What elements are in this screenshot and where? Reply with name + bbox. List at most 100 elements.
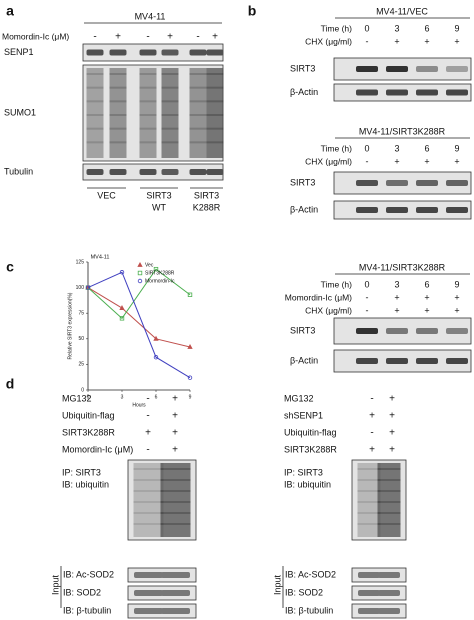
lane-value: 0 bbox=[364, 279, 369, 289]
marker bbox=[137, 261, 143, 267]
lane-value: + bbox=[454, 36, 459, 46]
row-label: CHX (μg/ml) bbox=[305, 36, 352, 46]
smear bbox=[161, 68, 179, 158]
blot-label: IB: SOD2 bbox=[63, 587, 101, 597]
band bbox=[86, 49, 104, 56]
marker bbox=[153, 266, 159, 272]
series-line bbox=[87, 287, 191, 348]
blot-label: SIRT3 bbox=[290, 177, 315, 187]
band bbox=[189, 86, 207, 89]
band bbox=[134, 590, 163, 596]
x-axis-label: Hours bbox=[132, 402, 146, 408]
y-tick-label: 50 bbox=[78, 336, 84, 342]
row-label: CHX (μg/ml) bbox=[305, 156, 352, 166]
band bbox=[377, 479, 401, 481]
sign: - bbox=[146, 411, 149, 422]
blot-title: MV4-11/SIRT3K288R bbox=[359, 126, 446, 136]
band bbox=[86, 86, 104, 89]
row-label: Time (h) bbox=[321, 279, 352, 289]
y-axis-label: Relative SIRT3 expression(%) bbox=[67, 292, 73, 359]
band bbox=[206, 169, 224, 175]
marker bbox=[119, 270, 125, 275]
band bbox=[206, 141, 224, 144]
band bbox=[377, 490, 401, 492]
lane-value: - bbox=[366, 292, 369, 302]
lane-value: + bbox=[424, 305, 429, 315]
band bbox=[161, 572, 190, 578]
band bbox=[416, 207, 438, 213]
band bbox=[160, 490, 191, 492]
sign: + bbox=[369, 411, 375, 422]
band bbox=[139, 141, 157, 144]
band bbox=[189, 127, 207, 130]
sign: + bbox=[369, 445, 375, 456]
band bbox=[446, 89, 468, 96]
lane-value: 0 bbox=[364, 23, 369, 33]
band bbox=[357, 523, 381, 525]
row-label: Momordin-Ic (μM) bbox=[285, 292, 352, 302]
chart-title: MV4-11 bbox=[91, 254, 110, 260]
band bbox=[189, 100, 207, 103]
lane-value: 9 bbox=[454, 279, 459, 289]
sign: + bbox=[167, 32, 173, 43]
y-tick-label: 25 bbox=[78, 362, 84, 368]
band bbox=[377, 468, 401, 470]
blot-label: SUMO1 bbox=[4, 107, 36, 117]
lane-value: 3 bbox=[394, 279, 399, 289]
lane-value: + bbox=[394, 292, 399, 302]
band bbox=[206, 73, 224, 75]
blot-label: IB: β-tubulin bbox=[63, 605, 111, 615]
band bbox=[377, 523, 401, 525]
band bbox=[134, 608, 163, 614]
sign: - bbox=[370, 394, 373, 405]
band bbox=[160, 501, 191, 503]
sign: + bbox=[389, 428, 395, 439]
band bbox=[357, 468, 381, 470]
marker bbox=[187, 375, 193, 380]
band bbox=[139, 73, 157, 75]
row-label: SIRT3K288R bbox=[284, 444, 337, 454]
band bbox=[358, 608, 380, 614]
band bbox=[109, 100, 127, 103]
lane-value: 6 bbox=[424, 279, 429, 289]
marker bbox=[153, 355, 159, 360]
y-tick-label: 125 bbox=[76, 259, 85, 265]
sign: - bbox=[146, 394, 149, 405]
band bbox=[189, 114, 207, 116]
band bbox=[189, 49, 207, 56]
band bbox=[109, 73, 127, 75]
ip-label: IP: SIRT3 bbox=[284, 467, 323, 477]
band bbox=[133, 501, 164, 503]
smear bbox=[189, 68, 207, 158]
band bbox=[161, 141, 179, 144]
band bbox=[139, 169, 157, 175]
sign: + bbox=[115, 32, 121, 43]
band bbox=[206, 86, 224, 89]
marker bbox=[153, 335, 159, 341]
lane-value: + bbox=[394, 156, 399, 166]
band bbox=[377, 501, 401, 503]
blot-label: β-Actin bbox=[290, 355, 318, 365]
sign: + bbox=[389, 411, 395, 422]
band bbox=[139, 49, 157, 56]
blot-label: SIRT3 bbox=[290, 63, 315, 73]
series-line bbox=[87, 271, 191, 379]
ip-label: IB: ubiquitin bbox=[284, 479, 331, 489]
lane-value: 3 bbox=[394, 143, 399, 153]
band bbox=[86, 73, 104, 75]
blot-label: IB: Ac-SOD2 bbox=[285, 569, 336, 579]
blot-label: SIRT3 bbox=[290, 325, 315, 335]
band bbox=[86, 169, 104, 175]
blot-label: IB: SOD2 bbox=[285, 587, 323, 597]
band bbox=[386, 358, 408, 364]
row-label: Time (h) bbox=[321, 143, 352, 153]
treatment-label: Momordin-Ic (μM) bbox=[2, 31, 69, 41]
band bbox=[133, 479, 164, 481]
band bbox=[86, 100, 104, 103]
sign: + bbox=[172, 411, 178, 422]
band bbox=[161, 608, 190, 614]
band bbox=[133, 523, 164, 525]
band bbox=[206, 127, 224, 130]
lane-value: + bbox=[424, 292, 429, 302]
lane-value: + bbox=[454, 292, 459, 302]
